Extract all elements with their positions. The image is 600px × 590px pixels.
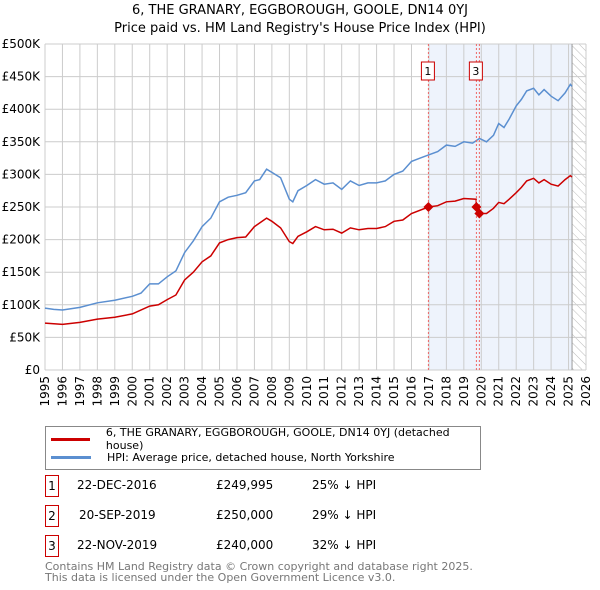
x-tick-label: 2012 bbox=[335, 376, 349, 407]
sale-marker-label: 2 bbox=[45, 505, 59, 527]
x-tick-label: 2023 bbox=[527, 376, 541, 407]
x-tick-label: 2015 bbox=[387, 376, 401, 407]
footer: Contains HM Land Registry data © Crown c… bbox=[45, 561, 473, 583]
footer-copyright: Contains HM Land Registry data © Crown c… bbox=[45, 560, 473, 573]
x-tick-label: 2001 bbox=[143, 376, 157, 407]
sale-date: 22-DEC-2016 bbox=[77, 478, 157, 492]
x-tick-label: 2025 bbox=[562, 376, 576, 407]
sale-point bbox=[474, 208, 485, 219]
x-tick-label: 2019 bbox=[457, 376, 471, 407]
sale-marker-label: 1 bbox=[424, 65, 431, 78]
x-tick-label: 2024 bbox=[544, 376, 558, 407]
sale-marker-label: 1 bbox=[45, 475, 59, 497]
x-tick-label: 1999 bbox=[108, 376, 122, 407]
x-tick-label: 2008 bbox=[265, 376, 279, 407]
x-tick-label: 2018 bbox=[439, 376, 453, 407]
x-tick-label: 2026 bbox=[579, 376, 593, 407]
y-tick-label: £300K bbox=[2, 167, 42, 181]
y-tick-label: £50K bbox=[9, 330, 41, 344]
legend-label: 6, THE GRANARY, EGGBOROUGH, GOOLE, DN14 … bbox=[105, 426, 450, 452]
sale-point bbox=[423, 202, 434, 213]
x-tick-label: 2004 bbox=[195, 376, 209, 407]
y-tick-label: £0 bbox=[25, 363, 40, 377]
x-tick-label: 2007 bbox=[247, 376, 261, 407]
footer-licence: This data is licensed under the Open Gov… bbox=[45, 571, 396, 584]
x-tick-label: 2020 bbox=[474, 376, 488, 407]
x-tick-label: 2017 bbox=[422, 376, 436, 407]
series-line bbox=[44, 174, 573, 326]
x-tick-label: 2002 bbox=[160, 376, 174, 407]
sale-marker-box bbox=[468, 61, 483, 81]
sale-price: £249,995 bbox=[216, 478, 274, 492]
x-tick-label: 2009 bbox=[282, 376, 296, 407]
x-tick-label: 2013 bbox=[352, 376, 366, 407]
x-tick-label: 2006 bbox=[230, 376, 244, 407]
x-tick-label: 2021 bbox=[492, 376, 506, 407]
sale-hpi-diff: 25% ↓ HPI bbox=[312, 478, 377, 492]
x-tick-label: 2016 bbox=[404, 376, 418, 407]
legend-item-hpi: HPI: Average price, detached house, Nort… bbox=[51, 449, 395, 465]
y-tick-label: £350K bbox=[2, 135, 42, 149]
chart-title: 6, THE GRANARY, EGGBOROUGH, GOOLE, DN14 … bbox=[132, 3, 468, 18]
x-tick-label: 2010 bbox=[300, 376, 314, 407]
y-tick-label: £500K bbox=[2, 37, 42, 51]
x-tick-label: 2022 bbox=[509, 376, 523, 407]
y-tick-label: £150K bbox=[2, 265, 42, 279]
legend-label: HPI: Average price, detached house, Nort… bbox=[107, 450, 395, 464]
sale-marker-label: 3 bbox=[45, 535, 59, 557]
sale-marker-label: 3 bbox=[472, 65, 479, 78]
y-tick-label: £250K bbox=[2, 200, 42, 214]
legend-item-property: 6, THE GRANARY, EGGBOROUGH, GOOLE, DN14 … bbox=[51, 426, 480, 452]
sale-date: 20-SEP-2019 bbox=[79, 508, 156, 522]
legend-swatch-blue bbox=[51, 455, 91, 459]
line-chart: 1995 1996 1997 1998 1999 2000 2001 2002 2003 2004… bbox=[2, 37, 593, 407]
sale-price: £250,000 bbox=[216, 508, 274, 522]
sale-price: £240,000 bbox=[216, 538, 274, 552]
sale-date: 22-NOV-2019 bbox=[77, 538, 158, 552]
y-tick-label: £400K bbox=[2, 102, 42, 116]
series-line bbox=[44, 83, 573, 311]
sale-hpi-diff: 32% ↓ HPI bbox=[312, 538, 377, 552]
x-tick-label: 2000 bbox=[125, 376, 139, 407]
legend-swatch-red bbox=[51, 437, 90, 441]
x-tick-label: 2005 bbox=[213, 376, 227, 407]
chart-subtitle: Price paid vs. HM Land Registry's House … bbox=[114, 21, 486, 36]
x-tick-label: 2003 bbox=[178, 376, 192, 407]
sale-hpi-diff: 29% ↓ HPI bbox=[312, 508, 377, 522]
y-tick-label: £100K bbox=[2, 298, 42, 312]
y-tick-label: £200K bbox=[2, 233, 42, 247]
x-tick-label: 1997 bbox=[73, 376, 87, 407]
x-tick-label: 1998 bbox=[90, 376, 104, 407]
x-tick-label: 2011 bbox=[317, 376, 331, 407]
sale-marker-box bbox=[420, 61, 435, 81]
chart-legend: 6, THE GRANARY, EGGBOROUGH, GOOLE, DN14 … bbox=[45, 426, 481, 470]
x-tick-label: 1996 bbox=[55, 376, 69, 407]
y-tick-label: £450K bbox=[2, 70, 42, 84]
x-tick-label: 2014 bbox=[370, 376, 384, 407]
x-tick-label: 1995 bbox=[38, 376, 52, 407]
